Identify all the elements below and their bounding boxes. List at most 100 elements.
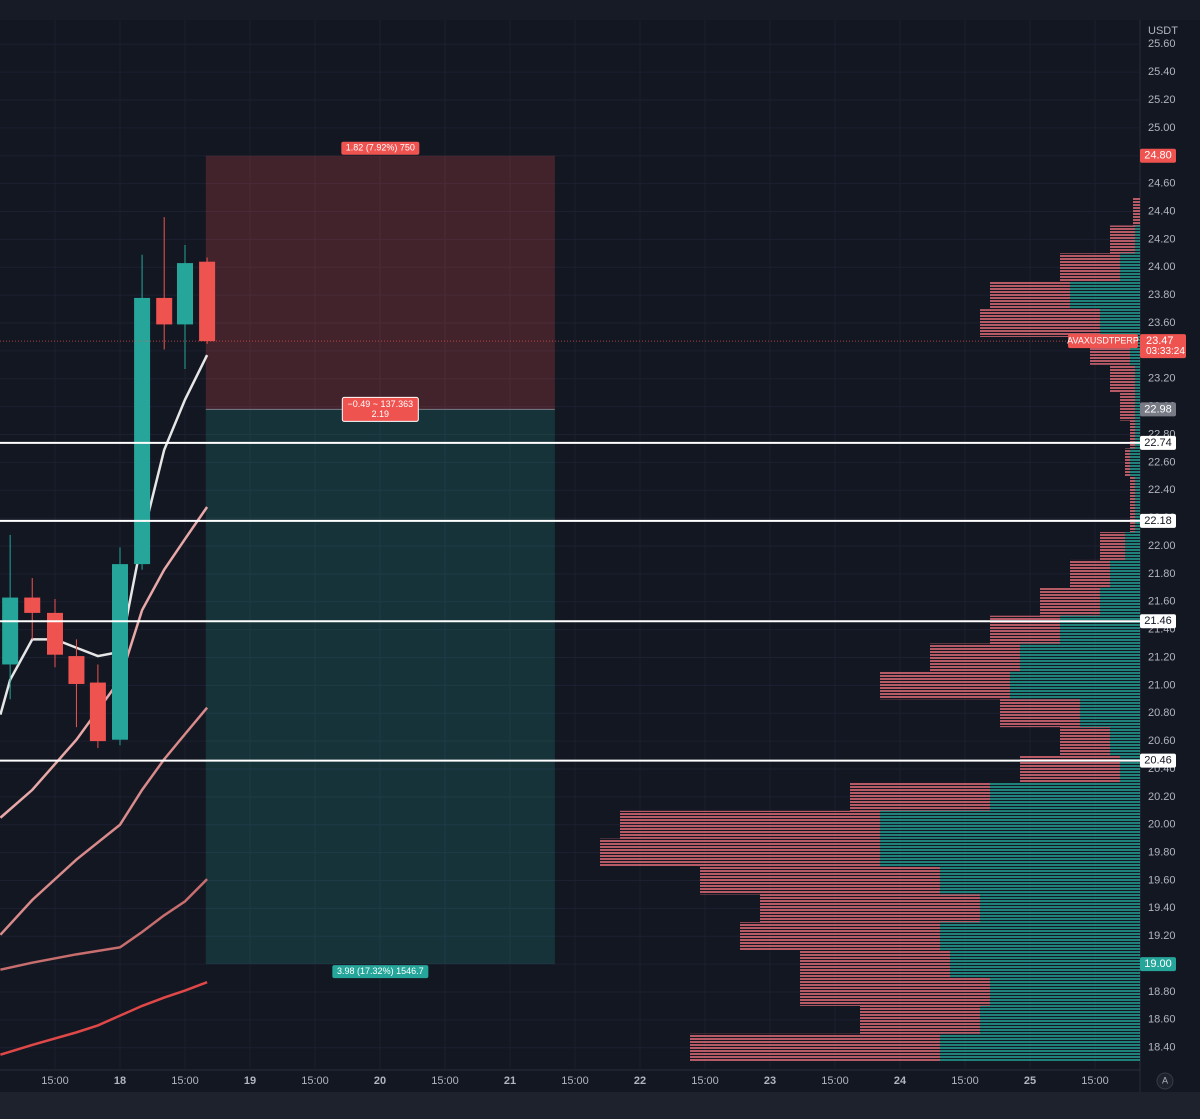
- profile-buy: [1100, 587, 1140, 616]
- y-tick-label: 24.20: [1148, 233, 1176, 245]
- y-tick-label: 18.60: [1148, 1014, 1176, 1026]
- x-tick-label: 23: [764, 1075, 776, 1087]
- profile-buy: [880, 810, 1140, 839]
- profile-sell: [1040, 587, 1100, 616]
- y-tick-label: 23.60: [1148, 317, 1176, 329]
- y-tick-label: 18.40: [1148, 1042, 1176, 1054]
- profile-sell: [880, 671, 1010, 700]
- x-tick-label: 15:00: [41, 1075, 69, 1087]
- profile-sell: [1110, 364, 1135, 393]
- y-tick-label: 22.40: [1148, 484, 1176, 496]
- price-line-tag: [1140, 513, 1176, 528]
- x-tick-label: 15:00: [951, 1075, 979, 1087]
- candle-body: [46, 612, 63, 655]
- profile-buy: [1100, 309, 1140, 337]
- profile-sell: [800, 978, 990, 1006]
- x-tick-label: 15:00: [691, 1075, 719, 1087]
- candle-body: [89, 682, 106, 742]
- y-tick-label: 21.80: [1148, 568, 1176, 580]
- candle-body: [68, 656, 85, 684]
- candle-body: [156, 297, 173, 325]
- price-line-label: 20.46: [1144, 755, 1172, 767]
- entry-label: 2.19: [372, 409, 390, 419]
- x-tick-label: 15:00: [301, 1075, 329, 1087]
- profile-buy: [1120, 253, 1140, 282]
- profile-buy: [940, 1033, 1140, 1062]
- profile-buy: [1135, 476, 1140, 505]
- moving-average: [0, 706, 209, 936]
- y-tick-label: 19.60: [1148, 874, 1176, 886]
- price-line-tag: [1140, 614, 1176, 629]
- candle-body: [134, 297, 151, 565]
- profile-sell: [980, 309, 1100, 337]
- profile-sell: [990, 281, 1070, 310]
- price-line-tag: [1140, 753, 1176, 768]
- profile-buy: [1135, 392, 1140, 421]
- last-price-tag: [1140, 334, 1186, 359]
- profile-buy: [1135, 504, 1140, 533]
- profile-buy: [1110, 727, 1140, 756]
- last-price-label: 23.47: [1146, 335, 1174, 347]
- x-tick-label: 20: [374, 1075, 386, 1087]
- profile-sell: [800, 950, 950, 979]
- profile-sell: [1070, 559, 1110, 588]
- x-tick-label: 15:00: [561, 1075, 589, 1087]
- entry-label: −0.49 ~ 137.363: [348, 399, 414, 409]
- profile-buy: [990, 978, 1140, 1006]
- axis-unit: USDT: [1148, 25, 1178, 37]
- moving-average: [0, 878, 208, 971]
- profile-buy: [1060, 615, 1140, 644]
- bottom-bar: [0, 1092, 1200, 1119]
- profile-buy: [980, 1005, 1140, 1034]
- y-tick-label: 25.20: [1148, 94, 1176, 106]
- y-tick-label: 21.20: [1148, 651, 1176, 663]
- target-label: 3.98 (17.32%) 1546.7: [337, 966, 424, 976]
- profile-sell: [1130, 476, 1135, 505]
- axis-price-tag: [1140, 402, 1176, 417]
- profile-buy: [1135, 420, 1140, 449]
- profile-buy: [950, 950, 1140, 979]
- axis-price-tag: [1140, 148, 1176, 163]
- profile-buy: [1080, 699, 1140, 728]
- axis-price-label: 19.00: [1144, 958, 1172, 970]
- x-tick-label: 15:00: [821, 1075, 849, 1087]
- entry-label-box: [341, 396, 419, 422]
- y-tick-label: 23.20: [1148, 373, 1176, 385]
- x-tick-label: 15:00: [171, 1075, 199, 1087]
- profile-buy: [940, 922, 1140, 951]
- profile-buy: [1130, 448, 1140, 477]
- profile-sell: [690, 1033, 940, 1062]
- profile-sell: [1100, 532, 1125, 560]
- y-tick-label: 25.40: [1148, 66, 1176, 78]
- profile-buy: [1130, 336, 1140, 365]
- y-tick-label: 20.00: [1148, 819, 1176, 831]
- axis-price-label: 22.98: [1144, 403, 1172, 415]
- profile-sell: [990, 615, 1060, 644]
- y-tick-label: 20.20: [1148, 791, 1176, 803]
- auto-scale-button[interactable]: [1156, 1072, 1174, 1090]
- profile-sell: [760, 894, 980, 923]
- price-line-label: 21.46: [1144, 615, 1172, 627]
- profile-buy: [1120, 755, 1140, 783]
- y-tick-label: 24.40: [1148, 205, 1176, 217]
- symbol-label: AVAXUSDTPERP: [1067, 336, 1139, 346]
- profile-sell: [1060, 727, 1110, 756]
- x-tick-label: 15:00: [431, 1075, 459, 1087]
- y-tick-label: 19.80: [1148, 847, 1176, 859]
- profile-buy: [1135, 364, 1140, 393]
- profile-sell: [860, 1005, 980, 1034]
- x-tick-label: 18: [114, 1075, 126, 1087]
- auto-scale-label[interactable]: A: [1162, 1075, 1168, 1085]
- profile-buy: [1135, 225, 1140, 254]
- y-tick-label: 21.00: [1148, 679, 1176, 691]
- x-tick-label: 19: [244, 1075, 256, 1087]
- y-tick-label: 18.80: [1148, 986, 1176, 998]
- moving-average: [0, 981, 208, 1056]
- profile-buy: [990, 782, 1140, 811]
- candle-body: [111, 564, 128, 740]
- y-tick-label: 24.60: [1148, 178, 1176, 190]
- y-tick-label: 25.00: [1148, 122, 1176, 134]
- profile-sell: [930, 643, 1020, 672]
